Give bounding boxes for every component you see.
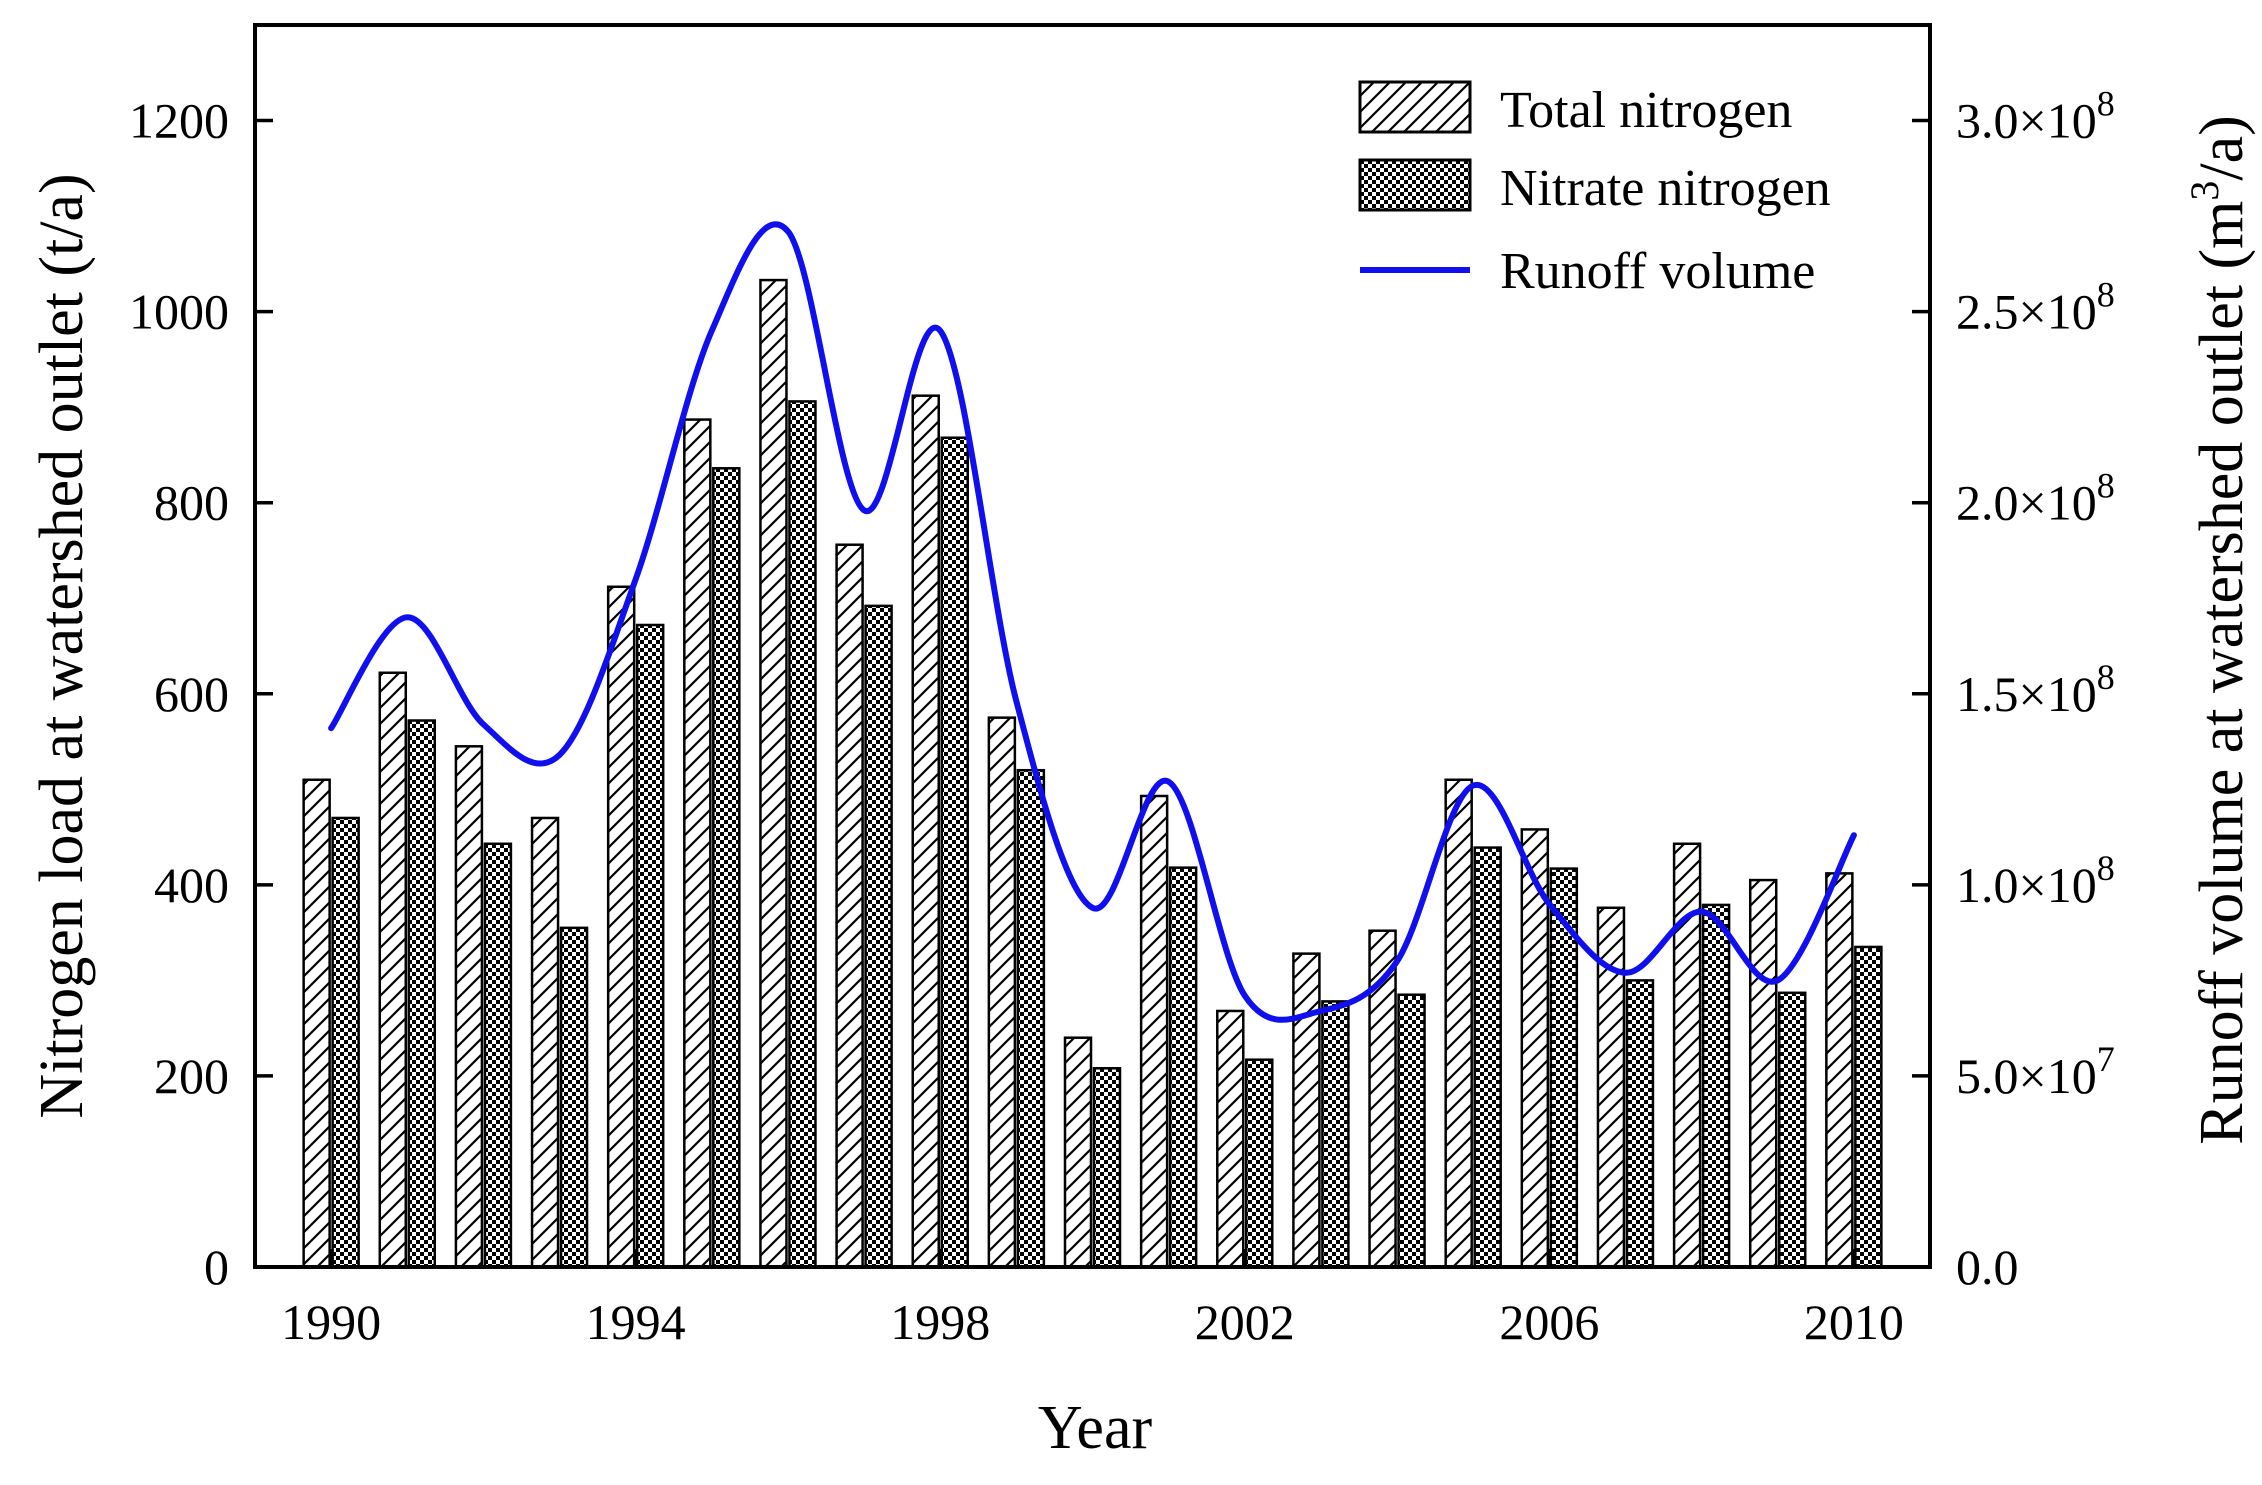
bar-total-nitrogen-1991 — [378, 671, 408, 1269]
bar-total-nitrogen-2008 — [1672, 842, 1702, 1269]
bar-total-nitrogen-1990 — [302, 778, 331, 1269]
x-tick-label-1990: 1990 — [281, 1294, 381, 1350]
bar-total-nitrogen-2005 — [1444, 778, 1473, 1269]
y2-tick-label-3: 1.5×108 — [1956, 657, 2115, 722]
bar-total-nitrogen-1998 — [911, 394, 940, 1269]
bar-total-nitrogen-2010 — [1825, 872, 1854, 1269]
y-tick-label-800: 800 — [154, 475, 229, 531]
bar-total-nitrogen-1997 — [835, 543, 864, 1269]
y-tick-label-400: 400 — [154, 857, 229, 913]
y-axis-title: Nitrogen load at watershed outlet (t/a) — [28, 173, 96, 1118]
y2-tick-label-1: 5.0×107 — [1956, 1039, 2115, 1104]
y2-tick-label-0: 0.0 — [1956, 1239, 2019, 1295]
legend-label-runoff-volume: Runoff volume — [1500, 243, 1815, 300]
y2-tick-label-2: 1.0×108 — [1956, 848, 2115, 913]
bar-total-nitrogen-2002 — [1216, 1009, 1245, 1269]
bar-nitrate-nitrogen-2008 — [1701, 903, 1731, 1269]
bar-nitrate-nitrogen-2006 — [1549, 867, 1579, 1269]
bar-nitrate-nitrogen-2004 — [1397, 993, 1426, 1269]
bar-total-nitrogen-2003 — [1292, 952, 1321, 1269]
y-tick-label-1200: 1200 — [129, 93, 229, 149]
bar-nitrate-nitrogen-2010 — [1854, 945, 1883, 1269]
bar-total-nitrogen-2009 — [1748, 878, 1778, 1269]
bar-nitrate-nitrogen-1990 — [331, 816, 360, 1269]
bars-layer — [302, 278, 1883, 1269]
y-tick-label-200: 200 — [154, 1048, 229, 1104]
bar-total-nitrogen-1999 — [987, 716, 1017, 1269]
bar-nitrate-nitrogen-2009 — [1777, 991, 1807, 1269]
bar-total-nitrogen-1993 — [530, 816, 560, 1269]
legend-swatch-nitrate-nitrogen — [1358, 158, 1472, 212]
bar-nitrate-nitrogen-1994 — [635, 623, 665, 1269]
y-tick-label-600: 600 — [154, 666, 229, 722]
bar-nitrate-nitrogen-2002 — [1245, 1058, 1274, 1269]
bar-nitrate-nitrogen-2005 — [1473, 846, 1502, 1269]
legend-label-nitrate-nitrogen: Nitrate nitrogen — [1500, 160, 1831, 217]
bar-nitrate-nitrogen-2000 — [1092, 1067, 1122, 1269]
legend-label-total-nitrogen: Total nitrogen — [1500, 82, 1792, 139]
bar-nitrate-nitrogen-2001 — [1168, 866, 1198, 1269]
y2-tick-label-6: 3.0×108 — [1956, 84, 2115, 149]
ticks-layer: 1990 1994 1998 2002 2006 2010 0 200 400 600 800 100… — [129, 84, 2115, 1350]
x-tick-label-1994: 1994 — [586, 1294, 686, 1350]
x-tick-label-2010: 2010 — [1804, 1294, 1904, 1350]
bar-nitrate-nitrogen-1995 — [712, 467, 741, 1269]
runoff-volume-line — [328, 221, 1857, 1023]
bar-nitrate-nitrogen-1993 — [559, 926, 589, 1269]
legend-swatch-total-nitrogen — [1358, 80, 1472, 134]
bar-nitrate-nitrogen-2003 — [1321, 1000, 1350, 1269]
y2-tick-label-4: 2.0×108 — [1956, 466, 2115, 531]
bar-total-nitrogen-1995 — [683, 418, 712, 1269]
bar-nitrate-nitrogen-1999 — [1016, 768, 1046, 1269]
y2-tick-label-5: 2.5×108 — [1956, 275, 2115, 340]
bar-total-nitrogen-2001 — [1139, 794, 1169, 1269]
x-tick-label-2002: 2002 — [1195, 1294, 1295, 1350]
bar-total-nitrogen-1996 — [759, 278, 788, 1269]
bar-total-nitrogen-1994 — [606, 585, 636, 1269]
legend: Total nitrogen Nitrate nitrogen Runoff v… — [1358, 80, 1831, 300]
bar-nitrate-nitrogen-1992 — [483, 842, 513, 1269]
bar-nitrate-nitrogen-2007 — [1625, 979, 1655, 1269]
bar-nitrate-nitrogen-1991 — [407, 719, 437, 1269]
y-tick-label-0: 0 — [204, 1239, 229, 1295]
bar-nitrate-nitrogen-1996 — [788, 400, 817, 1269]
plot-frame — [253, 23, 1932, 1269]
bar-nitrate-nitrogen-1997 — [864, 604, 893, 1269]
x-axis-title: Year — [1038, 1394, 1153, 1462]
bar-total-nitrogen-1992 — [454, 745, 484, 1269]
x-tick-label-1998: 1998 — [890, 1294, 990, 1350]
bar-total-nitrogen-2000 — [1063, 1036, 1093, 1269]
y2-axis-title: Runoff volume at watershed outlet (m3/a) — [2182, 115, 2256, 1145]
x-tick-label-2006: 2006 — [1499, 1294, 1599, 1350]
y-tick-label-1000: 1000 — [129, 284, 229, 340]
bar-nitrate-nitrogen-1998 — [940, 436, 969, 1269]
